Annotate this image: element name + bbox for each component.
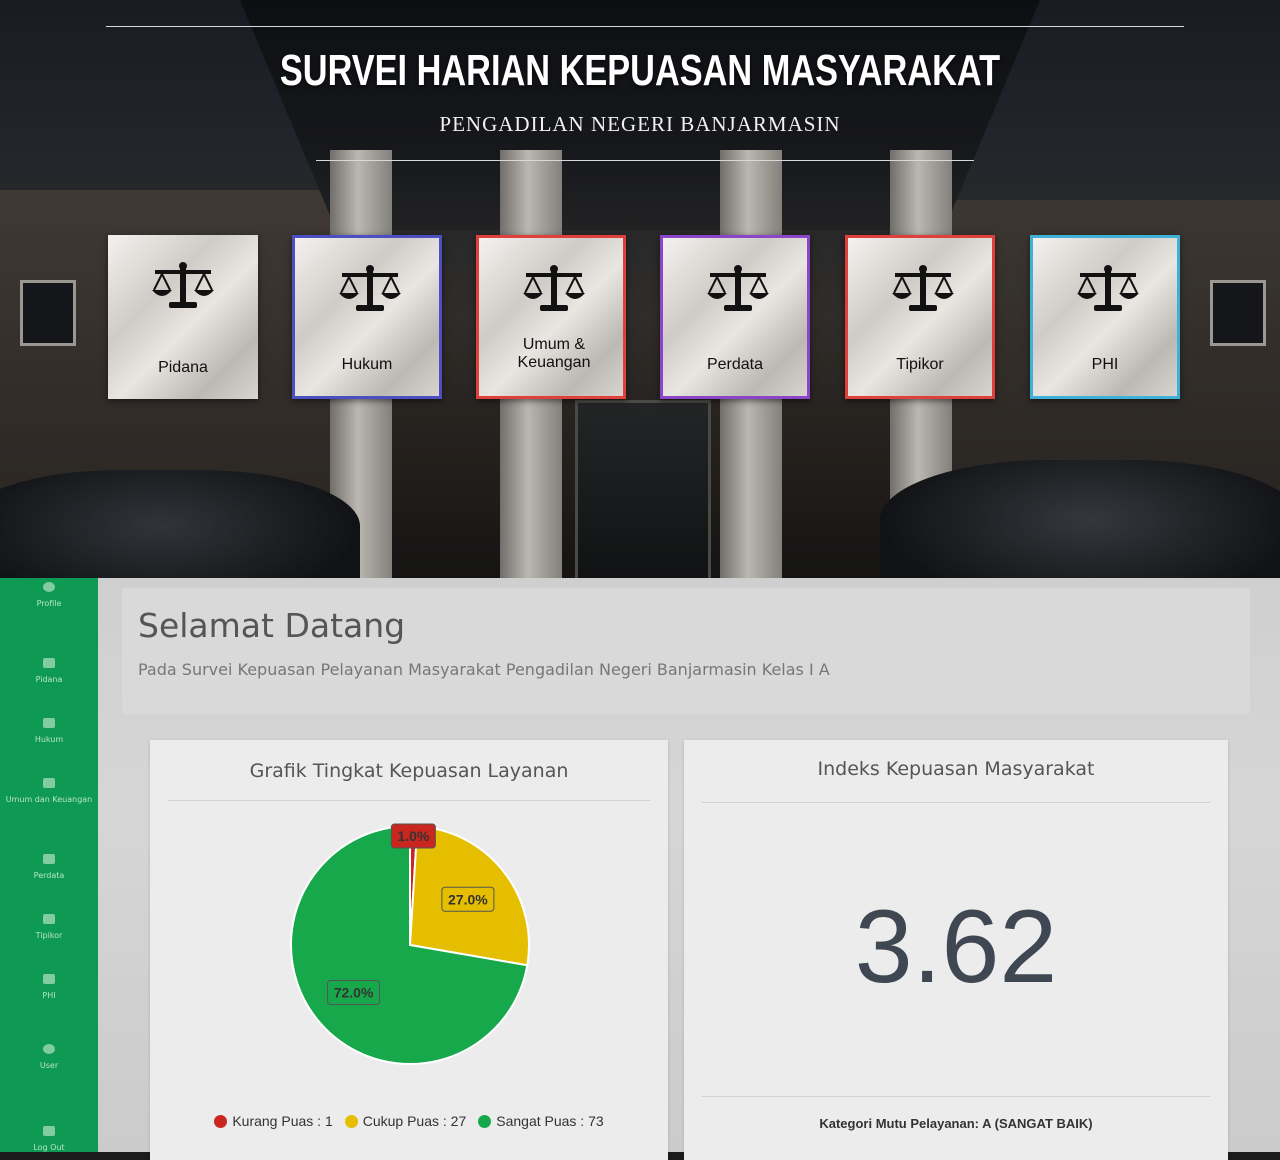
sidebar-item-label: Perdata bbox=[33, 871, 65, 880]
legend-color-dot bbox=[214, 1115, 228, 1128]
folder-icon bbox=[43, 854, 55, 864]
sidebar-item-profile[interactable]: Profile bbox=[0, 582, 98, 609]
sidebar-item-perdata[interactable]: Perdata bbox=[0, 854, 98, 881]
logout-icon bbox=[43, 1126, 55, 1136]
sidebar-item-umum-dan-keuangan[interactable]: Umum dan Keuangan bbox=[0, 778, 98, 805]
category-tile-label: PHI bbox=[1091, 356, 1119, 373]
building-window bbox=[20, 280, 76, 346]
legend-color-dot bbox=[344, 1115, 358, 1128]
svg-text:1.0%: 1.0% bbox=[397, 828, 429, 844]
svg-text:72.0%: 72.0% bbox=[334, 985, 374, 1001]
folder-icon bbox=[43, 974, 55, 984]
legend-item[interactable]: Kurang Puas : 1 bbox=[214, 1113, 333, 1129]
sidebar: Profile Pidana Hukum Umum dan Keuangan Perda… bbox=[0, 578, 98, 1152]
svg-text:27.0%: 27.0% bbox=[448, 891, 488, 907]
user-icon bbox=[43, 1044, 55, 1054]
category-tile-label: Umum & Keuangan bbox=[517, 336, 591, 371]
scale-icon bbox=[523, 265, 585, 311]
user-circle-icon bbox=[43, 582, 55, 592]
chart-card-divider bbox=[168, 800, 650, 801]
service-quality-category: Kategori Mutu Pelayanan: A (SANGAT BAIK) bbox=[819, 1116, 1093, 1131]
chart-card-title: Grafik Tingkat Kepuasan Layanan bbox=[249, 760, 569, 782]
folder-icon bbox=[43, 658, 55, 668]
pie-chart: 1.0% 27.0% 72.0% bbox=[290, 823, 530, 1065]
category-tile-label: Tipikor bbox=[896, 356, 944, 373]
category-tile-hukum[interactable]: Hukum bbox=[292, 235, 442, 399]
folder-icon bbox=[43, 718, 55, 728]
category-tile-perdata[interactable]: Perdata bbox=[660, 235, 810, 399]
car-left bbox=[0, 470, 360, 578]
car-right bbox=[880, 460, 1280, 578]
sidebar-item-label: Umum dan Keuangan bbox=[5, 795, 93, 804]
category-tile-label: Perdata bbox=[706, 356, 764, 373]
sidebar-item-label: User bbox=[39, 1061, 59, 1070]
header-divider-bottom bbox=[316, 160, 974, 161]
category-tile-phi[interactable]: PHI bbox=[1030, 235, 1180, 399]
index-card-footer-divider bbox=[702, 1096, 1210, 1097]
page-title: SURVEI HARIAN KEPUASAN MASYARAKAT bbox=[279, 46, 1001, 95]
category-tile-label: Pidana bbox=[158, 359, 208, 376]
welcome-text: Pada Survei Kepuasan Pelayanan Masyaraka… bbox=[138, 660, 830, 679]
chart-legend: Kurang Puas : 1 Cukup Puas : 27 Sangat Pua… bbox=[150, 1113, 668, 1129]
scale-icon bbox=[152, 262, 214, 308]
welcome-heading: Selamat Datang bbox=[138, 606, 406, 645]
category-tile-tipikor[interactable]: Tipikor bbox=[845, 235, 995, 399]
welcome-panel: Selamat Datang Pada Survei Kepuasan Pela… bbox=[122, 588, 1250, 714]
legend-item[interactable]: Sangat Puas : 73 bbox=[478, 1113, 604, 1129]
satisfaction-index-value: 3.62 bbox=[854, 889, 1058, 1005]
index-card-title: Indeks Kepuasan Masyarakat bbox=[817, 758, 1095, 780]
sidebar-item-label: Profile bbox=[36, 599, 62, 608]
sidebar-item-pidana[interactable]: Pidana bbox=[0, 658, 98, 685]
scale-icon bbox=[1077, 265, 1139, 311]
sidebar-item-label: Tipikor bbox=[35, 931, 63, 940]
legend-color-dot bbox=[478, 1115, 492, 1128]
pie-data-label: 1.0% bbox=[390, 823, 436, 849]
sidebar-item-log-out[interactable]: Log Out bbox=[0, 1126, 98, 1153]
building-window bbox=[1210, 280, 1266, 346]
legend-label: Cukup Puas : 27 bbox=[362, 1113, 467, 1129]
building-door bbox=[575, 400, 711, 578]
legend-label: Kurang Puas : 1 bbox=[232, 1113, 333, 1129]
scale-icon bbox=[339, 265, 401, 311]
folder-icon bbox=[43, 778, 55, 788]
sidebar-item-tipikor[interactable]: Tipikor bbox=[0, 914, 98, 941]
category-tile-label: Hukum bbox=[341, 356, 393, 373]
pie-data-label: 72.0% bbox=[327, 980, 381, 1006]
pie-data-label: 27.0% bbox=[441, 886, 495, 912]
sidebar-item-label: Pidana bbox=[35, 675, 63, 684]
scale-icon bbox=[707, 265, 769, 311]
sidebar-item-user[interactable]: User bbox=[0, 1044, 98, 1071]
legend-item[interactable]: Cukup Puas : 27 bbox=[344, 1113, 467, 1129]
sidebar-item-label: Log Out bbox=[33, 1143, 65, 1152]
legend-label: Sangat Puas : 73 bbox=[496, 1113, 604, 1129]
sidebar-item-phi[interactable]: PHI bbox=[0, 974, 98, 1001]
index-card-divider bbox=[702, 802, 1210, 803]
scale-icon bbox=[892, 265, 954, 311]
category-tile-umum-keuangan[interactable]: Umum & Keuangan bbox=[476, 235, 626, 399]
index-card: Indeks Kepuasan Masyarakat bbox=[684, 740, 1228, 1160]
sidebar-item-label: PHI bbox=[42, 991, 56, 1000]
page-subtitle: PENGADILAN NEGERI BANJARMASIN bbox=[439, 112, 841, 136]
header-divider-top bbox=[106, 26, 1184, 27]
sidebar-item-hukum[interactable]: Hukum bbox=[0, 718, 98, 745]
category-tile-pidana[interactable]: Pidana bbox=[108, 235, 258, 399]
folder-icon bbox=[43, 914, 55, 924]
sidebar-item-label: Hukum bbox=[34, 735, 64, 744]
